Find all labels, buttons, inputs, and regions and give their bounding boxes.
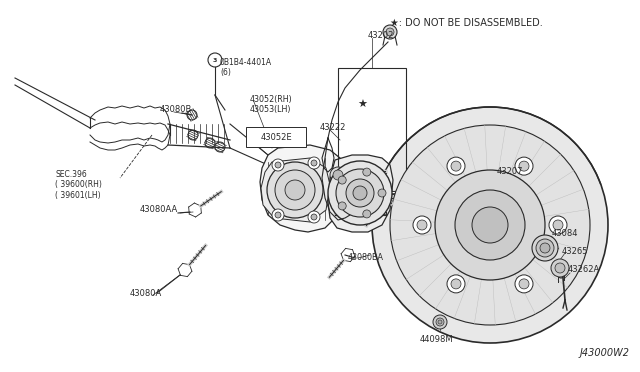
Text: 43080BA: 43080BA: [348, 253, 384, 263]
Circle shape: [390, 125, 590, 325]
Circle shape: [328, 161, 392, 225]
Text: ★: ★: [357, 100, 367, 110]
Circle shape: [338, 176, 346, 184]
Circle shape: [553, 220, 563, 230]
Circle shape: [285, 180, 305, 200]
Circle shape: [451, 279, 461, 289]
Circle shape: [275, 170, 315, 210]
Circle shape: [519, 279, 529, 289]
Circle shape: [308, 157, 320, 169]
Circle shape: [417, 220, 427, 230]
Text: ★: DO NOT BE DISASSEMBLED.: ★: DO NOT BE DISASSEMBLED.: [390, 18, 543, 28]
Text: 0B1B4-4401A
(6): 0B1B4-4401A (6): [220, 58, 272, 77]
Circle shape: [435, 170, 545, 280]
Text: 43052E: 43052E: [260, 132, 292, 141]
Circle shape: [413, 216, 431, 234]
Circle shape: [267, 162, 323, 218]
Circle shape: [311, 214, 317, 220]
Text: 43080A: 43080A: [130, 289, 163, 298]
Text: 43080B: 43080B: [160, 106, 193, 115]
Text: 43207: 43207: [497, 167, 524, 176]
Circle shape: [555, 263, 565, 273]
Circle shape: [433, 315, 447, 329]
Circle shape: [275, 212, 281, 218]
Circle shape: [272, 159, 284, 171]
Circle shape: [536, 239, 554, 257]
Text: 43080AA: 43080AA: [140, 205, 179, 215]
Circle shape: [363, 168, 371, 176]
FancyBboxPatch shape: [246, 127, 306, 147]
Text: 44098M: 44098M: [420, 336, 454, 344]
Circle shape: [515, 275, 533, 293]
Circle shape: [333, 170, 343, 180]
Circle shape: [353, 186, 367, 200]
Circle shape: [519, 161, 529, 171]
Circle shape: [549, 216, 567, 234]
Circle shape: [372, 107, 608, 343]
Circle shape: [386, 28, 394, 36]
Circle shape: [308, 211, 320, 223]
Circle shape: [363, 210, 371, 218]
Text: 43262A: 43262A: [568, 266, 600, 275]
Polygon shape: [328, 155, 393, 232]
Circle shape: [272, 209, 284, 221]
Circle shape: [451, 161, 461, 171]
Circle shape: [447, 157, 465, 175]
Bar: [338, 68, 406, 198]
Circle shape: [275, 162, 281, 168]
Text: 3: 3: [213, 58, 217, 62]
Circle shape: [455, 190, 525, 260]
Circle shape: [338, 202, 346, 210]
Circle shape: [472, 207, 508, 243]
Circle shape: [383, 25, 397, 39]
Text: 43222: 43222: [320, 124, 346, 132]
Circle shape: [540, 243, 550, 253]
Circle shape: [330, 167, 346, 183]
Circle shape: [438, 320, 442, 324]
Text: 43265: 43265: [562, 247, 589, 256]
Text: SEC.396
( 39600(RH)
( 39601(LH): SEC.396 ( 39600(RH) ( 39601(LH): [55, 170, 102, 200]
Text: 43052(RH)
43053(LH): 43052(RH) 43053(LH): [250, 95, 292, 115]
Text: 43084: 43084: [552, 228, 579, 237]
Circle shape: [551, 259, 569, 277]
Circle shape: [346, 179, 374, 207]
Circle shape: [311, 160, 317, 166]
Circle shape: [378, 189, 386, 197]
Circle shape: [532, 235, 558, 261]
Circle shape: [447, 275, 465, 293]
Polygon shape: [261, 158, 330, 222]
Text: 43202: 43202: [368, 31, 394, 39]
Circle shape: [436, 318, 444, 326]
Circle shape: [336, 169, 384, 217]
Polygon shape: [260, 145, 342, 232]
Text: J43000W2: J43000W2: [580, 348, 630, 358]
Circle shape: [515, 157, 533, 175]
